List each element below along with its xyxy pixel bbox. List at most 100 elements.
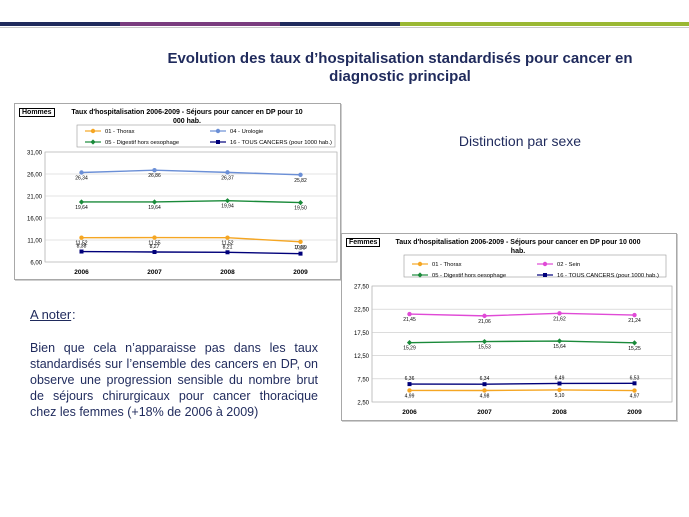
hommes-y-tick-label: 6,00: [30, 261, 42, 267]
hommes-data-label: 10,59: [294, 245, 307, 251]
femmes-data-point: [482, 313, 487, 319]
femmes-x-tick-label: 2007: [477, 409, 492, 416]
hommes-data-label: 11,52: [75, 241, 87, 247]
femmes-legend-marker: [417, 261, 423, 267]
note-body: Bien que cela n’apparaisse pas dans les …: [30, 341, 318, 419]
hommes-data-point: [79, 235, 84, 240]
hommes-y-tick-label: 11,00: [27, 239, 42, 245]
femmes-data-point: [407, 382, 412, 387]
femmes-data-point: [557, 381, 562, 386]
hommes-data-point: [225, 250, 230, 255]
hommes-data-point: [298, 251, 303, 256]
hommes-data-label: 19,50: [294, 206, 307, 212]
hommes-data-point: [298, 172, 303, 177]
hommes-legend-label: 16 - TOUS CANCERS (pour 1000 hab.): [230, 140, 332, 146]
femmes-x-tick-label: 2006: [402, 409, 417, 416]
hommes-data-label: 26,86: [148, 173, 161, 179]
hommes-x-tick-label: 2007: [147, 269, 162, 276]
hommes-legend-marker: [216, 140, 220, 144]
femmes-series-line: [409, 389, 635, 392]
subtitle: Distinction par sexe: [458, 133, 582, 149]
header-stripe-3: [280, 22, 400, 26]
femmes-legend-box: [403, 254, 667, 278]
page-title: Evolution des taux d’hospitalisation sta…: [120, 50, 680, 86]
femmes-data-label: 15,53: [478, 345, 491, 351]
hommes-data-point: [298, 239, 303, 245]
hommes-data-label: 25,82: [294, 178, 307, 184]
femmes-data-label: 6,49: [555, 375, 565, 381]
hommes-data-point: [152, 168, 157, 173]
femmes-legend-label: 01 - Thorax: [432, 262, 462, 268]
femmes-data-point: [406, 340, 413, 346]
femmes-y-tick-label: 2,50: [357, 401, 369, 407]
femmes-legend-label: 05 - Digestif hors oesophage: [432, 273, 506, 279]
hommes-y-tick-label: 31,00: [27, 151, 43, 157]
hommes-x-tick-label: 2006: [74, 269, 89, 276]
femmes-y-tick-label: 17,50: [354, 331, 370, 337]
hommes-legend-label: 05 - Digestif hors oesophage: [105, 140, 179, 146]
femmes-data-point: [482, 388, 487, 393]
note-colon: :: [72, 307, 76, 322]
hommes-data-label: 7,90: [296, 246, 306, 252]
femmes-data-point: [481, 338, 488, 345]
femmes-data-label: 21,62: [553, 316, 566, 322]
hommes-y-tick-label: 26,00: [27, 173, 43, 179]
femmes-legend-marker: [417, 272, 423, 278]
femmes-data-label: 4,99: [405, 393, 415, 399]
femmes-data-point: [632, 388, 637, 393]
hommes-data-point: [78, 199, 85, 205]
hommes-legend-marker: [215, 128, 221, 134]
title-line-2: diagnostic principal: [329, 68, 471, 85]
chart-femmes-tag: Femmes: [346, 238, 381, 247]
hommes-series-line: [81, 199, 301, 204]
femmes-x-tick-label: 2009: [627, 409, 642, 416]
femmes-series-line: [409, 340, 635, 344]
title-line-1: Evolution des taux d’hospitalisation sta…: [167, 50, 633, 67]
femmes-data-point: [407, 311, 412, 317]
hommes-data-point: [79, 249, 84, 254]
hommes-plot-area: [44, 151, 338, 263]
femmes-x-tick-label: 2008: [552, 409, 567, 416]
hommes-data-label: 8,38: [77, 244, 87, 250]
femmes-data-point: [632, 312, 637, 318]
hommes-x-tick-label: 2009: [293, 269, 308, 276]
femmes-data-label: 21,45: [403, 317, 416, 323]
femmes-data-label: 21,06: [478, 319, 491, 325]
hommes-data-label: 8,27: [150, 244, 160, 250]
chart-femmes: 2,50 7,50 12,50 17,50 22,50 27,50 2006 2007 2008…: [341, 233, 677, 421]
femmes-legend-marker: [542, 261, 548, 267]
femmes-data-point: [557, 387, 562, 393]
hommes-series-line: [81, 250, 301, 255]
hommes-data-label: 26,37: [221, 175, 234, 181]
femmes-legend-label: 02 - Sein: [557, 262, 580, 268]
femmes-data-label: 15,25: [628, 346, 641, 352]
chart-hommes-svg: 6,00 11,00 16,00 21,00 26,00 31,00 2006 2007 200…: [27, 124, 338, 276]
hommes-legend-label: 04 - Urologie: [230, 129, 263, 135]
femmes-data-label: 6,53: [630, 375, 640, 381]
hommes-series-line: [81, 169, 301, 176]
header-stripe-2: [120, 22, 280, 26]
femmes-data-label: 4,97: [630, 394, 640, 400]
hommes-y-tick-label: 16,00: [27, 217, 43, 223]
header-stripe-5: [0, 27, 689, 28]
hommes-data-point: [297, 200, 304, 206]
hommes-data-point: [152, 250, 157, 255]
femmes-data-label: 15,29: [403, 346, 416, 352]
femmes-data-label: 5,10: [555, 393, 565, 399]
chart-femmes-svg: 2,50 7,50 12,50 17,50 22,50 27,50 2006 2007 2008…: [354, 254, 673, 416]
chart-hommes-tag: Hommes: [19, 108, 55, 117]
hommes-series-line: [81, 236, 301, 243]
hommes-data-point: [151, 199, 158, 205]
chart-hommes-title: Taux d'hospitalisation 2006-2009 - Séjou…: [71, 109, 303, 125]
hommes-data-point: [79, 170, 84, 175]
femmes-data-label: 4,98: [480, 393, 490, 399]
femmes-data-label: 6,34: [480, 376, 490, 382]
femmes-data-point: [407, 388, 412, 393]
chart-hommes: 6,00 11,00 16,00 21,00 26,00 31,00 2006 2007 200…: [14, 103, 341, 280]
femmes-series-line: [409, 382, 635, 385]
femmes-legend-label: 16 - TOUS CANCERS (pour 1000 hab.): [557, 273, 659, 279]
femmes-y-tick-label: 27,50: [354, 285, 370, 291]
hommes-legend-box: [76, 124, 336, 148]
chart-femmes-title: Taux d'hospitalisation 2006-2009 - Séjou…: [395, 239, 641, 255]
femmes-data-point: [557, 311, 562, 316]
